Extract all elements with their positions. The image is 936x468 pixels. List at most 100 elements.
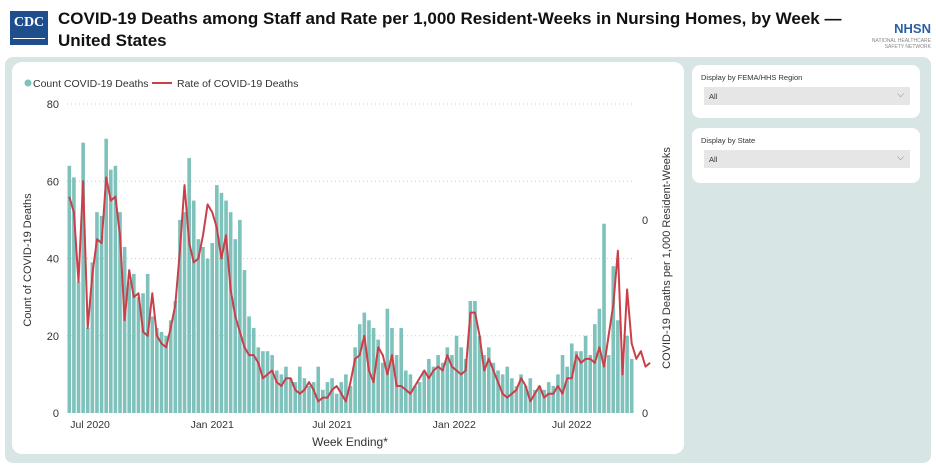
cdc-logo: CDC — [10, 11, 48, 45]
bar — [463, 358, 468, 413]
bar — [307, 385, 311, 413]
bar — [164, 335, 168, 413]
bar — [113, 165, 118, 413]
page-title: COVID-19 Deaths among Staff and Rate per… — [58, 9, 842, 50]
bar — [67, 165, 72, 413]
bar — [261, 351, 265, 413]
bar — [556, 374, 560, 413]
bar — [404, 370, 408, 413]
bar — [247, 316, 251, 413]
bar — [81, 142, 85, 413]
bar — [191, 200, 196, 413]
bar — [450, 355, 454, 413]
bar — [486, 347, 491, 413]
nhsn-logo: NHSN NATIONAL HEALTHCARE SAFETY NETWORK — [871, 21, 931, 50]
legend-rate[interactable]: Rate of COVID-19 Deaths — [177, 78, 298, 90]
y2-tick-label: 0 — [642, 215, 648, 227]
bar — [431, 366, 436, 413]
legend-count[interactable]: Count COVID-19 Deaths — [33, 78, 149, 90]
bar — [427, 358, 431, 413]
bar — [533, 389, 537, 413]
bar — [265, 351, 270, 413]
bar — [178, 219, 182, 413]
bar — [385, 308, 390, 413]
bar — [560, 355, 565, 413]
bar — [542, 389, 546, 413]
bar — [588, 355, 593, 413]
bar — [625, 335, 629, 413]
x-tick-label: Jul 2022 — [552, 419, 592, 431]
state-filter-card: Display by State All ⌵ — [692, 128, 920, 183]
bar — [210, 243, 215, 413]
bar — [182, 212, 187, 413]
bar — [297, 366, 302, 413]
region-filter-card: Display by FEMA/HHS Region All ⌵ — [692, 65, 920, 118]
bar — [565, 366, 569, 413]
bar — [293, 382, 297, 413]
bar — [316, 366, 321, 413]
x-tick-label: Jul 2020 — [70, 419, 110, 431]
bar — [187, 158, 191, 413]
bar — [574, 351, 579, 413]
x-tick-label: Jul 2021 — [312, 419, 352, 431]
bar — [136, 297, 141, 413]
bar — [334, 393, 339, 413]
bar — [85, 328, 90, 413]
y-axis-title: Count of COVID-19 Deaths — [22, 193, 34, 327]
bar — [528, 378, 533, 413]
bar — [482, 355, 486, 413]
region-dropdown[interactable]: All ⌵ — [704, 87, 910, 105]
bar — [145, 273, 150, 413]
bar — [72, 177, 76, 413]
bar — [593, 324, 597, 413]
bar — [606, 355, 611, 413]
bar — [546, 382, 551, 413]
bar — [205, 258, 210, 413]
bar — [141, 293, 145, 413]
bar — [376, 339, 380, 413]
bar — [537, 385, 542, 413]
bar — [168, 320, 173, 413]
bar — [122, 246, 127, 413]
bar — [454, 335, 459, 413]
bar — [348, 385, 353, 413]
y2-tick-label: 0 — [642, 408, 648, 420]
bar — [514, 385, 519, 413]
bar — [201, 246, 205, 413]
bar — [330, 378, 334, 413]
bar — [620, 355, 625, 413]
chevron-down-icon: ⌵ — [897, 152, 904, 162]
bar — [279, 374, 284, 413]
bar — [108, 169, 113, 413]
bar — [597, 308, 602, 413]
bar — [459, 347, 463, 413]
bar — [132, 273, 136, 413]
bar — [519, 374, 523, 413]
x-tick-label: Jan 2022 — [433, 419, 476, 431]
state-dropdown[interactable]: All ⌵ — [704, 150, 910, 168]
rate-line — [68, 176, 651, 403]
bar — [251, 328, 256, 413]
y-tick-label: 20 — [47, 331, 59, 343]
bar — [219, 192, 224, 413]
bar — [362, 312, 367, 413]
bar — [321, 389, 325, 413]
bar — [104, 138, 108, 413]
bar — [215, 185, 219, 413]
bar — [468, 300, 473, 413]
bar — [344, 374, 348, 413]
bar — [417, 382, 422, 413]
bar — [311, 382, 316, 413]
bar — [357, 324, 362, 413]
bar — [228, 212, 233, 413]
bar — [256, 347, 261, 413]
bar — [445, 347, 450, 413]
x-axis-title: Week Ending* — [312, 435, 388, 449]
y-tick-label: 80 — [47, 99, 59, 111]
bar — [224, 200, 228, 413]
bar — [242, 270, 247, 413]
bar — [284, 366, 288, 413]
bar — [353, 347, 357, 413]
bar — [127, 281, 132, 413]
